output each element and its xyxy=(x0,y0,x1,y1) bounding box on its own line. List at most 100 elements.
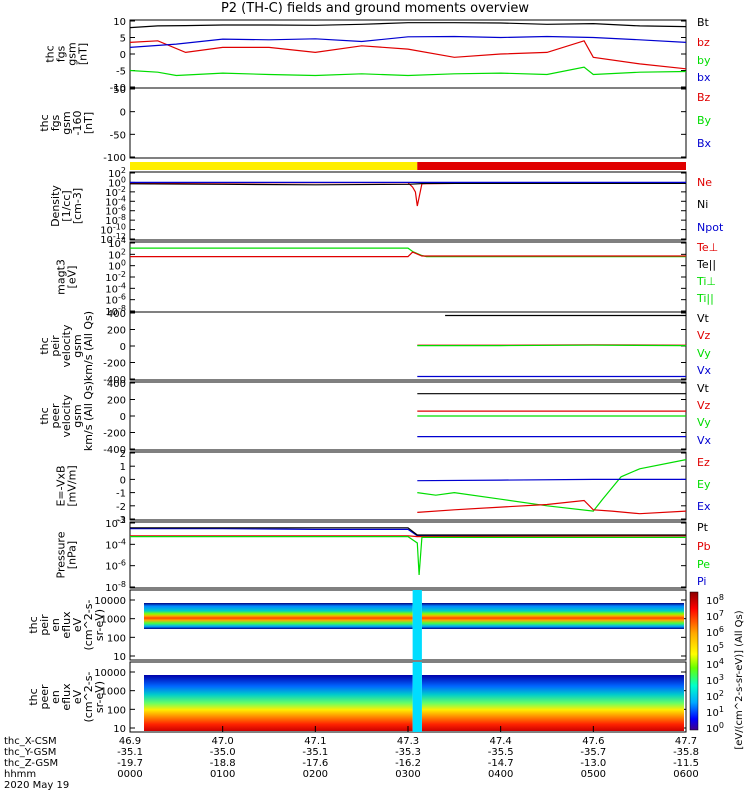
peer-velocity-ylabel: thc xyxy=(38,407,51,424)
x-tick-label: -16.2 xyxy=(395,758,421,769)
peer-velocity-ylabel: velocity xyxy=(60,394,73,437)
pressure-series-Pb xyxy=(130,535,687,538)
temperature-legend-1: Te|| xyxy=(696,258,716,271)
fgs-mag-legend-2: Bx xyxy=(697,137,712,150)
density-legend-0: Ne xyxy=(697,176,712,189)
fgs-series-by xyxy=(129,35,687,48)
peir-spectrogram-ylabel: eflux xyxy=(60,611,73,639)
peir-spectrogram-ytick-label: 10 xyxy=(113,652,126,663)
density-ylabel: Density xyxy=(49,185,62,227)
density-ylabel: [1/cc] xyxy=(60,190,73,221)
peir-velocity-legend-0: Vt xyxy=(697,312,710,325)
fgs-mag-ytick-label: 50 xyxy=(113,85,126,96)
fgs-mag-ylabel: fgs xyxy=(49,114,62,131)
temperature-ytick-label: 100 xyxy=(108,259,126,273)
x-tick-label: 47.1 xyxy=(304,736,326,747)
temperature-ytick-label: 10-4 xyxy=(105,281,126,295)
density-ytick-label: 10-2 xyxy=(105,185,126,199)
temperature-ylabel: [eV] xyxy=(66,266,79,289)
fgs-ytick-label: -5 xyxy=(116,67,126,78)
peer-spectrogram-ylabel: sr-eV) xyxy=(93,681,106,713)
x-tick-label: -35.0 xyxy=(210,747,236,758)
peer-spectrogram-ylabel: eflux xyxy=(60,683,73,711)
footer-row-label: hhmm xyxy=(4,769,36,780)
peir-velocity-ytick-label: 400 xyxy=(107,309,126,320)
x-tick-label: 47.3 xyxy=(397,736,419,747)
peer-spectrogram-ylabel: en xyxy=(49,690,62,704)
peer-spectrogram-ytick-label: 1000 xyxy=(101,687,126,698)
x-tick-label: 0100 xyxy=(210,769,235,780)
pressure-ytick-label: 10-6 xyxy=(105,559,126,573)
peer-velocity-legend-1: Vz xyxy=(697,399,711,412)
fgs-frame xyxy=(129,19,687,89)
peer-spectrogram-ytick-label: 100 xyxy=(107,705,126,716)
fgs-mag-legend-1: By xyxy=(697,114,712,127)
peir-spectrogram-gap xyxy=(412,590,422,660)
peir-spectrogram-frame xyxy=(129,589,687,661)
peir-velocity-ytick-label: 200 xyxy=(107,326,126,337)
fgs-ylabel: thc xyxy=(44,45,57,62)
x-tick-label: 47.6 xyxy=(582,736,604,747)
peer-spectrogram-gap xyxy=(412,662,422,732)
mode-bar-segment xyxy=(130,162,418,170)
footer-row-label: thc_X-CSM xyxy=(4,736,57,747)
peir-velocity-ylabel: gsm xyxy=(71,334,84,357)
peer-velocity-ylabel: peer xyxy=(49,403,62,429)
temperature-legend-0: Te⊥ xyxy=(696,241,718,254)
temperature-ytick-label: 104 xyxy=(108,236,126,250)
efield-ytick-label: -2 xyxy=(116,502,126,513)
efield-series-Ex xyxy=(417,478,686,482)
efield-ylabel: [mV/m] xyxy=(66,465,79,506)
fgs-ytick-label: 5 xyxy=(120,34,126,45)
ion-spectrogram-after xyxy=(421,603,684,629)
temperature-ytick-label: 10-8 xyxy=(105,304,126,318)
x-tick-label: -11.5 xyxy=(673,758,699,769)
fgs-mag-ylabel: -160 xyxy=(71,111,84,136)
x-tick-label: 47.0 xyxy=(212,736,234,747)
colorbar-tick-label: 102 xyxy=(706,689,724,703)
peer-spectrogram-ylabel: eV xyxy=(71,689,84,704)
peer-velocity-ytick-label: 0 xyxy=(120,412,126,423)
efield-series-Ey xyxy=(417,499,687,515)
peer-spectrogram-ylabel: (cm^2-s- xyxy=(82,672,95,723)
fgs-ylabel: gsm xyxy=(66,42,79,65)
peir-spectrogram-ylabel: thc xyxy=(27,616,40,633)
fgs-mag-ylabel: thc xyxy=(38,114,51,131)
pressure-ylabel: [nPa] xyxy=(66,541,79,569)
fgs-ytick-label: 0 xyxy=(120,50,126,61)
peir-spectrogram-ylabel: peir xyxy=(38,614,51,636)
peer-spectrogram-ylabel: thc xyxy=(27,688,40,705)
pressure-series-Pt xyxy=(130,527,686,536)
peir-spectrogram-ytick-label: 100 xyxy=(107,633,126,644)
peer-velocity-ytick-label: 200 xyxy=(107,396,126,407)
electron-spectrogram-before xyxy=(144,675,413,731)
colorbar-tick-label: 103 xyxy=(706,673,724,687)
efield-ytick-label: 0 xyxy=(120,475,126,486)
x-tick-label: -19.7 xyxy=(117,758,143,769)
peer-velocity-ylabel: km/s (All Qs) xyxy=(82,381,95,451)
x-tick-label: 0300 xyxy=(395,769,420,780)
temperature-series-Ti|| xyxy=(130,247,686,258)
x-tick-label: 0200 xyxy=(303,769,328,780)
x-tick-label: 47.7 xyxy=(675,736,697,747)
fgs-legend-2: by xyxy=(697,54,711,67)
temperature-series-Te⊥ xyxy=(130,251,686,258)
peer-velocity-ytick-label: -200 xyxy=(103,429,126,440)
peir-velocity-ylabel: km/s (All Qs) xyxy=(82,311,95,381)
peer-velocity-ylabel: gsm xyxy=(71,404,84,427)
x-tick-label: -17.6 xyxy=(302,758,328,769)
peir-velocity-frame xyxy=(129,311,687,381)
density-ytick-label: 10-4 xyxy=(105,194,126,208)
peer-spectrogram-ytick-label: 10000 xyxy=(94,668,126,679)
fgs-mag-legend-0: Bz xyxy=(697,91,711,104)
temperature-ytick-label: 102 xyxy=(108,247,126,261)
fgs-legend-3: bx xyxy=(697,71,711,84)
peir-spectrogram-ytick-label: 10000 xyxy=(94,596,126,607)
fgs-ytick-label: 10 xyxy=(113,17,126,28)
fgs-mag-ylabel: [nT] xyxy=(82,112,95,134)
x-tick-label: -35.5 xyxy=(488,747,514,758)
x-tick-label: 0600 xyxy=(673,769,698,780)
density-ytick-label: 10-12 xyxy=(100,232,126,246)
peir-velocity-legend-1: Vz xyxy=(697,329,711,342)
